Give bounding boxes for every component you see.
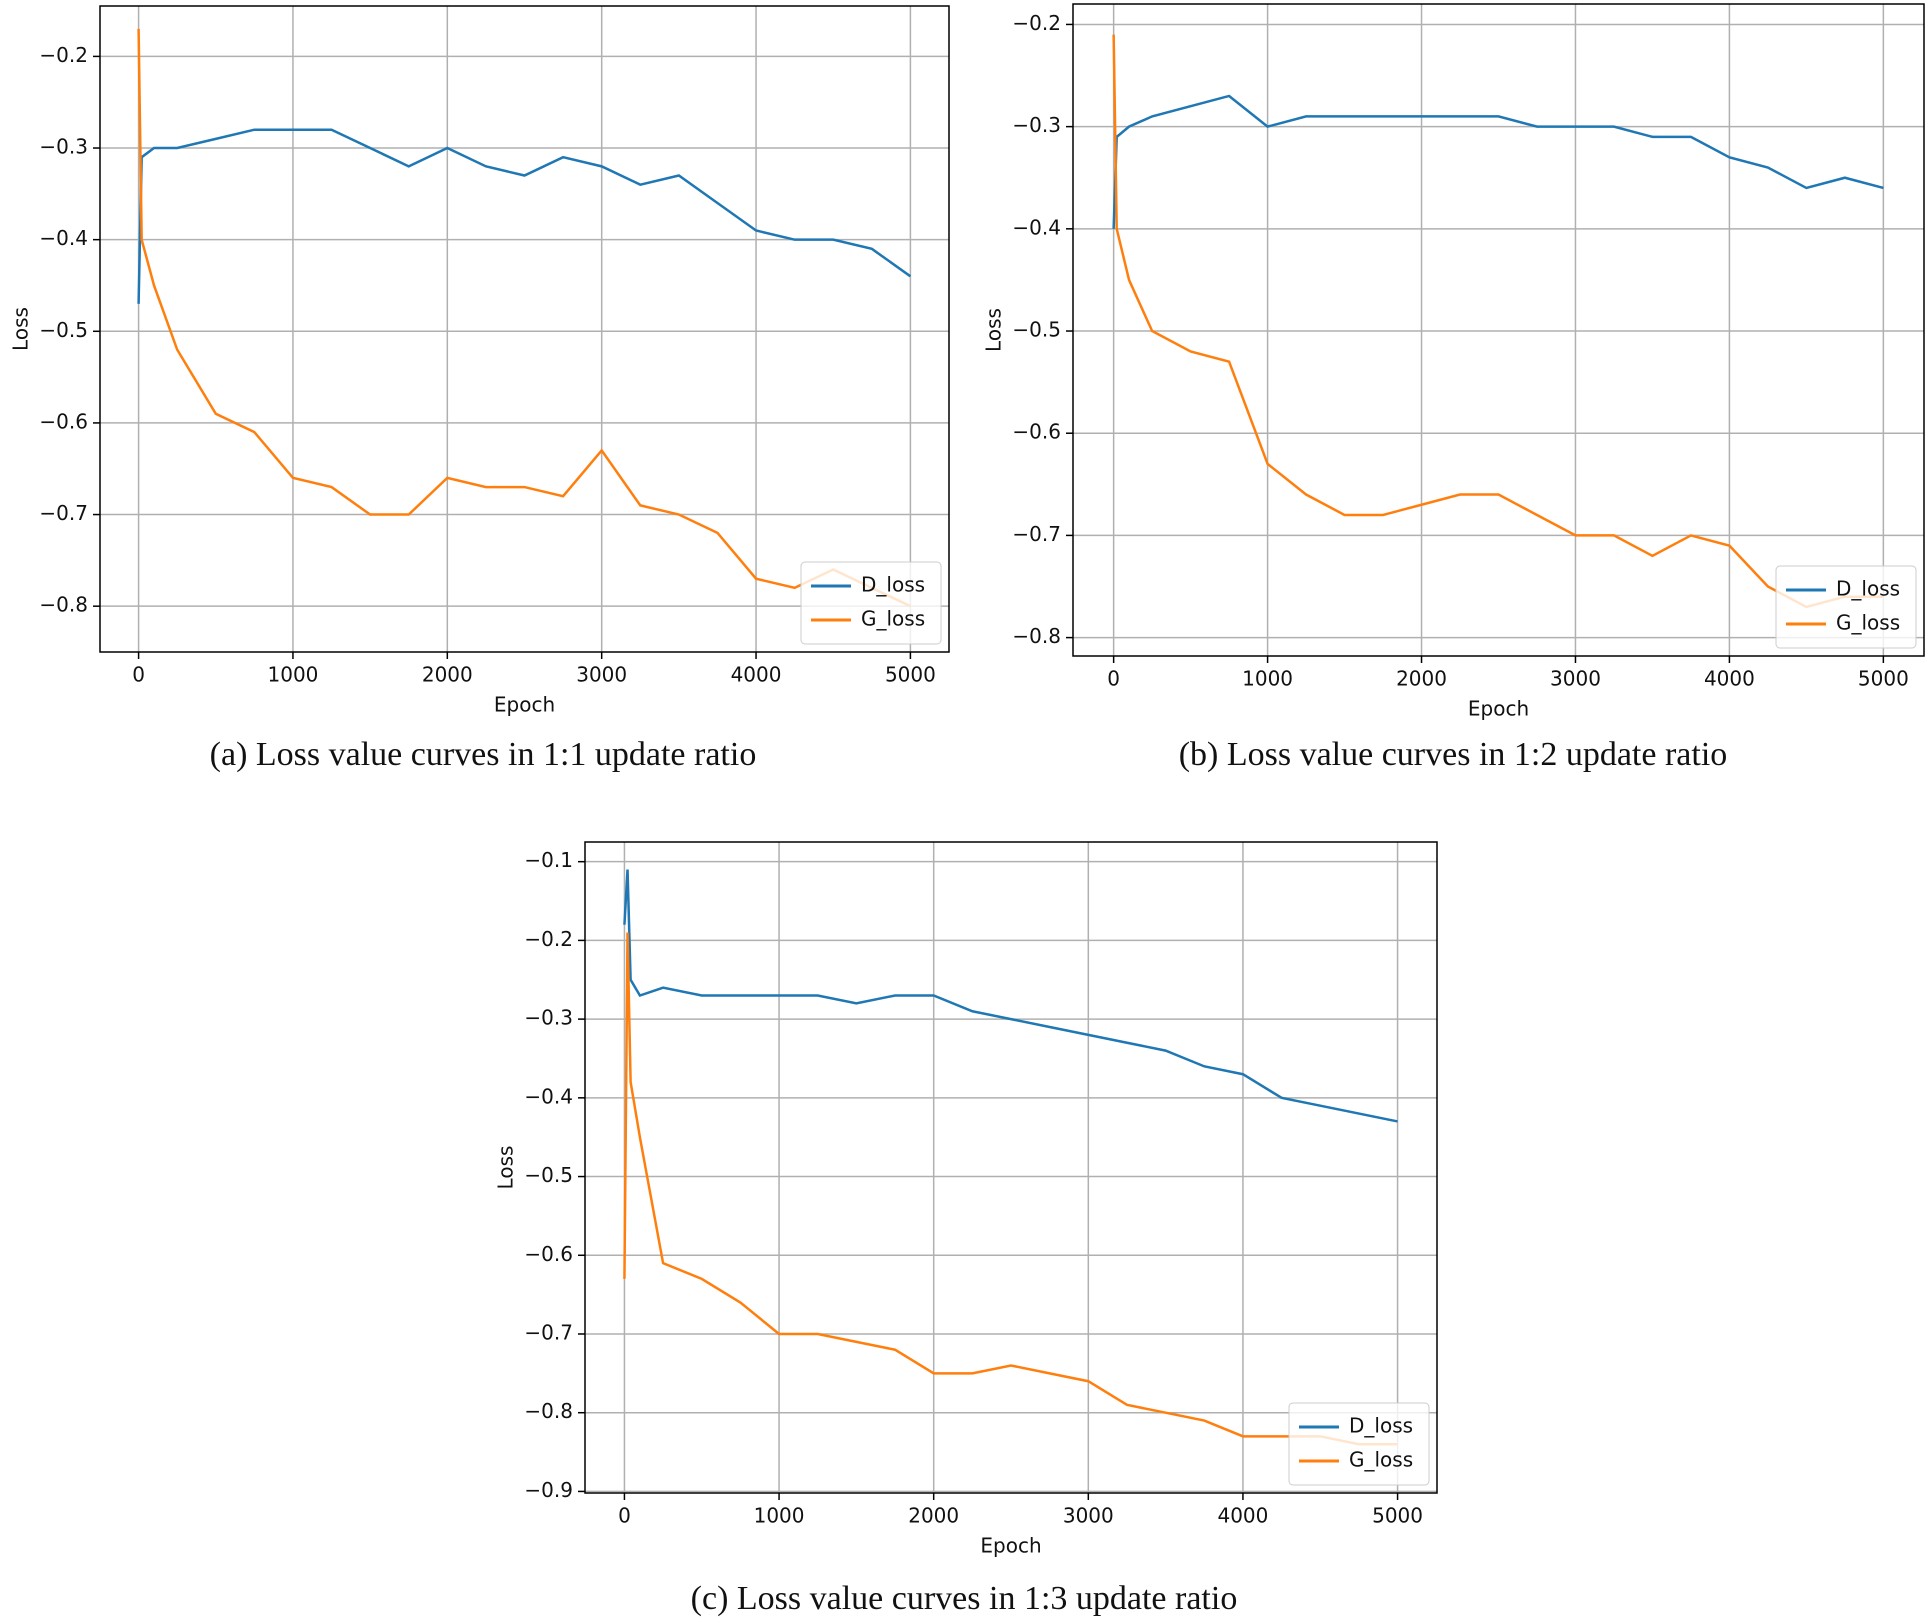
- y-tick-label: −0.7: [524, 1320, 573, 1344]
- x-tick-label: 5000: [1858, 667, 1909, 691]
- y-tick-label: −0.7: [1012, 522, 1061, 546]
- y-tick-label: −0.5: [524, 1163, 573, 1187]
- legend-box: [1288, 1402, 1430, 1486]
- x-tick-label: 1000: [1242, 667, 1293, 691]
- legend-label: D_loss: [1836, 577, 1900, 601]
- y-tick-label: −0.5: [1012, 318, 1061, 342]
- x-axis-label: Epoch: [980, 1534, 1041, 1558]
- y-tick-label: −0.4: [1012, 215, 1061, 239]
- y-tick-label: −0.5: [39, 318, 88, 342]
- y-tick-label: −0.3: [524, 1006, 573, 1030]
- loss-line: [137, 128, 912, 304]
- y-axis-label: Loss: [9, 307, 33, 351]
- loss-line: [1112, 94, 1884, 229]
- legend-label: G_loss: [1836, 611, 1900, 635]
- y-tick-label: −0.9: [524, 1478, 573, 1502]
- x-tick-label: 2000: [1396, 667, 1447, 691]
- plot-frame: [584, 841, 1438, 1494]
- y-tick-label: −0.7: [39, 501, 88, 525]
- x-axis-label: Epoch: [1468, 697, 1529, 721]
- y-tick-label: −0.8: [39, 593, 88, 617]
- legend-label: D_loss: [861, 573, 925, 597]
- plot-frame: [1072, 3, 1925, 657]
- x-tick-label: 1000: [754, 1504, 805, 1528]
- loss-line: [1112, 34, 1884, 609]
- y-tick-label: −0.3: [39, 135, 88, 159]
- y-tick-label: −0.8: [1012, 624, 1061, 648]
- y-tick-label: −0.2: [1012, 11, 1061, 35]
- y-axis-label: Loss: [494, 1146, 518, 1190]
- x-tick-label: 0: [132, 663, 145, 687]
- y-tick-label: −0.6: [524, 1242, 573, 1266]
- y-tick-label: −0.2: [39, 43, 88, 67]
- y-tick-label: −0.6: [1012, 420, 1061, 444]
- x-tick-label: 0: [618, 1504, 631, 1528]
- legend-box: [800, 561, 942, 645]
- x-tick-label: 0: [1107, 667, 1120, 691]
- x-tick-label: 3000: [1550, 667, 1601, 691]
- loss-line: [137, 28, 911, 608]
- caption: (c) Loss value curves in 1:3 update rati…: [691, 1580, 1238, 1617]
- plot-frame: [99, 5, 950, 653]
- caption: (a) Loss value curves in 1:1 update rati…: [210, 736, 757, 773]
- y-tick-label: −0.3: [1012, 113, 1061, 137]
- x-tick-label: 4000: [1704, 667, 1755, 691]
- caption: (b) Loss value curves in 1:2 update rati…: [1179, 736, 1728, 773]
- legend-label: G_loss: [861, 607, 925, 631]
- y-tick-label: −0.4: [524, 1084, 573, 1108]
- loss-line: [623, 932, 1398, 1446]
- x-tick-label: 5000: [885, 663, 936, 687]
- y-tick-label: −0.8: [524, 1399, 573, 1423]
- x-tick-label: 2000: [422, 663, 473, 687]
- x-tick-label: 3000: [576, 663, 627, 687]
- y-tick-label: −0.6: [39, 409, 88, 433]
- x-axis-label: Epoch: [494, 693, 555, 717]
- x-tick-label: 1000: [268, 663, 319, 687]
- x-tick-label: 3000: [1063, 1504, 1114, 1528]
- x-tick-label: 5000: [1372, 1504, 1423, 1528]
- x-tick-label: 4000: [1217, 1504, 1268, 1528]
- loss-line: [623, 869, 1398, 1123]
- x-tick-label: 4000: [731, 663, 782, 687]
- y-tick-label: −0.4: [39, 226, 88, 250]
- legend-label: D_loss: [1349, 1414, 1413, 1438]
- y-axis-label: Loss: [982, 308, 1006, 352]
- legend-box: [1775, 565, 1917, 649]
- legend-label: G_loss: [1349, 1448, 1413, 1472]
- x-tick-label: 2000: [908, 1504, 959, 1528]
- y-tick-label: −0.2: [524, 927, 573, 951]
- y-tick-label: −0.1: [524, 848, 573, 872]
